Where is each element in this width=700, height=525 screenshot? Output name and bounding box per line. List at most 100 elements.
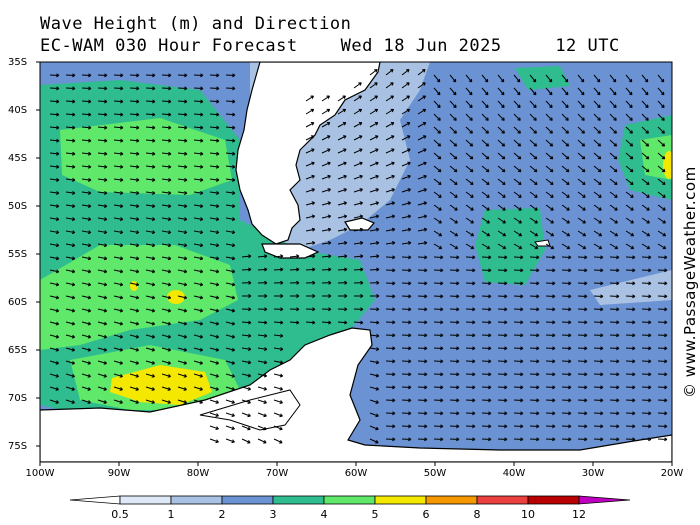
wave-arrow — [417, 82, 426, 89]
wave-arrow — [625, 87, 633, 96]
wave-arrow — [545, 333, 556, 338]
wave-arrow — [529, 268, 540, 273]
wave-arrow — [577, 191, 586, 198]
lon-label-90w: 90W — [107, 468, 131, 479]
wave-arrow — [449, 191, 458, 198]
wave-arrow — [465, 307, 476, 312]
wave-arrow — [529, 191, 538, 198]
wave-arrow — [625, 217, 634, 224]
wave-arrow — [353, 320, 364, 325]
wave-arrow — [497, 126, 505, 134]
wave-arrow — [369, 148, 379, 154]
wave-arrow — [337, 320, 348, 325]
wave-arrow — [241, 267, 252, 272]
wave-arrow — [449, 411, 460, 416]
wave-arrow — [417, 385, 428, 390]
wave-arrow — [465, 333, 476, 338]
wave-arrow — [353, 227, 364, 232]
wave-arrow — [225, 412, 235, 417]
wave-arrow — [545, 230, 555, 237]
wave-arrow — [593, 191, 602, 198]
wave-arrow — [561, 139, 570, 147]
wave-arrow — [625, 139, 634, 147]
wave-arrow — [305, 95, 314, 102]
wave-arrow — [593, 126, 601, 134]
wave-arrow — [321, 307, 332, 312]
wave-arrow — [193, 112, 204, 117]
wave-arrow — [481, 152, 490, 160]
wave-arrow — [593, 424, 604, 429]
wave-arrow — [561, 372, 572, 377]
wave-arrow — [545, 320, 556, 325]
wave-arrow — [497, 152, 506, 160]
wave-arrow — [113, 399, 123, 404]
wave-arrow — [529, 294, 540, 299]
wave-arrow — [289, 280, 300, 285]
wave-arrow — [369, 108, 379, 115]
wave-arrow — [177, 138, 188, 143]
wave-arrow — [433, 281, 444, 286]
wave-arrow — [129, 138, 140, 143]
wave-arrow — [193, 334, 204, 339]
wave-arrow — [609, 204, 618, 211]
wave-arrow — [65, 164, 76, 169]
wave-arrow — [65, 321, 76, 326]
wave-arrow — [257, 307, 268, 312]
wave-arrow — [433, 359, 444, 364]
wave-arrow — [609, 398, 620, 403]
wave-arrow — [81, 386, 91, 391]
wave-arrow — [273, 267, 284, 272]
wave-arrow — [161, 334, 172, 339]
wave-arrow — [625, 281, 636, 286]
wave-arrow — [177, 86, 188, 91]
wave-arrow — [513, 74, 521, 83]
wave-arrow — [113, 191, 124, 195]
wave-arrow — [593, 268, 604, 273]
forecast-date: Wed 18 Jun 2025 — [340, 36, 502, 56]
wave-arrow — [145, 386, 155, 391]
wave-arrow — [513, 424, 524, 429]
wave-arrow — [609, 217, 618, 224]
wave-arrow — [161, 399, 171, 404]
wave-arrow — [625, 230, 635, 237]
wave-arrow — [561, 230, 571, 237]
wave-arrow — [497, 424, 508, 429]
wave-arrow — [193, 217, 204, 222]
wave-arrow — [529, 100, 537, 109]
wave-arrow — [545, 178, 554, 186]
wave-arrow — [641, 255, 652, 260]
wave-arrow — [385, 161, 395, 167]
wave-arrow — [465, 100, 473, 109]
wave-arrow — [225, 347, 236, 352]
wave-arrow — [497, 74, 505, 83]
wave-arrow — [529, 217, 538, 224]
wave-arrow — [273, 294, 284, 298]
wave-arrow — [49, 191, 60, 195]
wave-arrow — [337, 161, 347, 167]
wave-arrow — [353, 161, 363, 167]
wave-arrow — [497, 398, 508, 403]
wave-arrow — [49, 86, 60, 91]
wave-arrow — [417, 281, 428, 286]
wave-arrow — [481, 230, 491, 237]
wave-arrow — [225, 282, 236, 287]
wave-arrow — [241, 360, 252, 365]
wave-arrow — [433, 165, 442, 173]
wave-arrow — [113, 256, 124, 261]
wave-arrow — [593, 385, 604, 390]
wave-arrow — [641, 243, 651, 250]
colorbar — [69, 495, 631, 505]
wave-arrow — [97, 243, 108, 248]
wave-arrow — [49, 125, 60, 130]
wave-arrow — [609, 281, 620, 286]
wave-arrow — [417, 359, 428, 364]
wave-arrow — [433, 230, 443, 237]
wave-arrow — [81, 295, 92, 300]
wave-arrow — [449, 230, 459, 237]
wave-arrow — [49, 386, 59, 391]
wave-arrow — [369, 280, 380, 285]
wave-arrow — [65, 269, 76, 274]
wave-arrow — [81, 217, 92, 222]
wave-arrow — [641, 126, 649, 134]
wave-arrow — [49, 373, 59, 378]
